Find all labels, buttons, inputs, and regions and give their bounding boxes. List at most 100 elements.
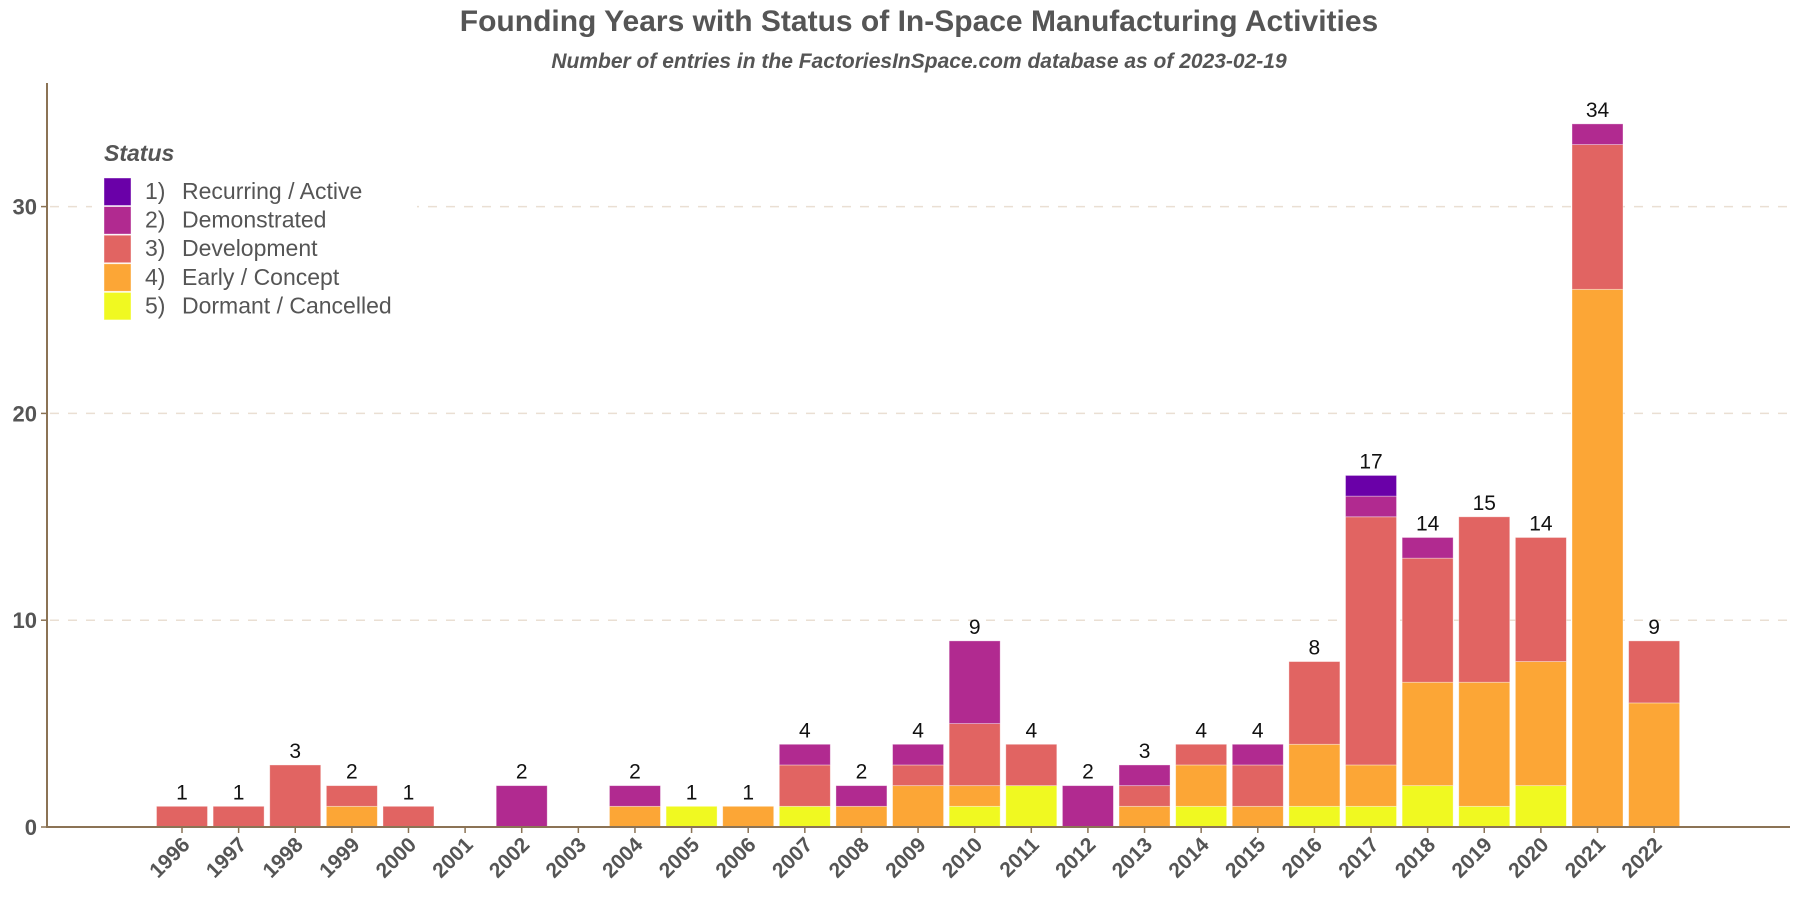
bar-segment-development bbox=[1571, 144, 1624, 290]
legend-item: 1) Recurring / Active bbox=[103, 177, 362, 206]
bar-total-label: 3 bbox=[289, 740, 301, 763]
bar-segment-early-concept bbox=[1458, 681, 1511, 807]
legend-swatch bbox=[103, 263, 132, 292]
bar-total-label: 1 bbox=[233, 781, 245, 804]
bar-group-1999 bbox=[325, 785, 378, 828]
legend-swatch bbox=[103, 206, 132, 235]
legend-swatch bbox=[103, 234, 132, 264]
legend-label: Dormant / Cancelled bbox=[182, 292, 392, 318]
bar-total-label: 3 bbox=[1139, 740, 1151, 763]
bar-segment-demonstrated bbox=[778, 743, 831, 766]
bar-segment-development bbox=[382, 805, 435, 828]
bar-segment-development bbox=[1458, 516, 1511, 683]
bar-total-label: 34 bbox=[1586, 99, 1610, 122]
bar-total-label: 1 bbox=[742, 781, 754, 804]
bar-segment-dormant-cancelled bbox=[1345, 805, 1397, 828]
bar-group-1996 bbox=[156, 805, 208, 828]
x-tick-label: 2018 bbox=[1391, 833, 1441, 883]
x-tick-label: 2021 bbox=[1561, 833, 1611, 883]
bar-total-label: 4 bbox=[1195, 719, 1207, 742]
bar-total-label: 2 bbox=[1082, 761, 1094, 784]
bar-segment-development bbox=[948, 723, 1001, 787]
x-tick-label: 2014 bbox=[1164, 833, 1214, 883]
bar-segment-recurring-active bbox=[1345, 475, 1397, 497]
bar-total-label: 9 bbox=[969, 616, 981, 639]
legend-label: Recurring / Active bbox=[182, 178, 362, 204]
bar-total-label: 2 bbox=[346, 761, 358, 784]
bar-group-2017 bbox=[1345, 475, 1397, 828]
bar-segment-demonstrated bbox=[1571, 123, 1624, 145]
bar-segment-early-concept bbox=[1288, 743, 1341, 807]
bar-total-label: 1 bbox=[403, 781, 415, 804]
x-tick-label: 1998 bbox=[258, 833, 308, 883]
x-tick-label: 2000 bbox=[372, 833, 421, 882]
bar-group-2021 bbox=[1571, 123, 1624, 828]
bar-total-label: 2 bbox=[856, 761, 868, 784]
x-tick-label: 2019 bbox=[1447, 833, 1496, 882]
bar-group-2016 bbox=[1288, 661, 1341, 828]
bar-segment-early-concept bbox=[892, 785, 944, 828]
bar-group-2015 bbox=[1231, 743, 1284, 828]
bar-total-label: 17 bbox=[1359, 450, 1382, 473]
bar-segment-dormant-cancelled bbox=[1288, 805, 1341, 828]
bar-segment-dormant-cancelled bbox=[1458, 805, 1511, 828]
legend-item: 3) Development bbox=[103, 234, 318, 264]
bar-segment-dormant-cancelled bbox=[1514, 785, 1567, 828]
bars bbox=[156, 123, 1681, 828]
legend-number: 5) bbox=[145, 292, 165, 318]
x-tick-label: 2011 bbox=[995, 833, 1044, 882]
bar-segment-demonstrated bbox=[609, 785, 661, 807]
x-tick-label: 2006 bbox=[711, 833, 760, 882]
bar-group-2022 bbox=[1628, 640, 1681, 828]
legend-number: 2) bbox=[145, 207, 165, 233]
legend-label: Demonstrated bbox=[182, 207, 326, 233]
x-tick-label: 2007 bbox=[768, 833, 817, 882]
bar-segment-development bbox=[212, 805, 265, 828]
bar-segment-early-concept bbox=[1401, 681, 1454, 787]
x-tick-label: 2003 bbox=[542, 833, 591, 882]
bar-total-label: 1 bbox=[686, 781, 698, 804]
bar-segment-dormant-cancelled bbox=[1175, 805, 1228, 828]
bar-segment-early-concept bbox=[1514, 661, 1567, 787]
bar-segment-dormant-cancelled bbox=[778, 805, 831, 828]
bar-segment-early-concept bbox=[1571, 288, 1624, 828]
chart-subtitle: Number of entries in the FactoriesInSpac… bbox=[551, 50, 1287, 73]
bar-segment-development bbox=[1345, 516, 1397, 766]
bar-segment-demonstrated bbox=[948, 640, 1001, 725]
bar-group-2013 bbox=[1118, 764, 1171, 828]
bar-segment-development bbox=[325, 785, 378, 807]
legend-number: 4) bbox=[145, 264, 165, 290]
x-tick-label: 2015 bbox=[1221, 833, 1271, 883]
legend-title: Status bbox=[104, 140, 174, 166]
legend-swatch bbox=[103, 291, 132, 321]
x-tick-label: 2005 bbox=[655, 833, 705, 883]
bar-segment-demonstrated bbox=[892, 743, 944, 766]
bar-total-label: 8 bbox=[1309, 637, 1321, 660]
bar-segment-development bbox=[1175, 743, 1228, 766]
bar-total-label: 4 bbox=[799, 719, 811, 742]
x-tick-label: 2002 bbox=[485, 833, 534, 882]
x-tick-label: 2010 bbox=[938, 833, 987, 882]
bar-total-label: 9 bbox=[1648, 616, 1660, 639]
bar-group-2012 bbox=[1062, 785, 1114, 828]
x-tick-label: 2012 bbox=[1051, 833, 1100, 882]
bar-segment-demonstrated bbox=[1062, 785, 1114, 828]
legend-item: 4) Early / Concept bbox=[103, 263, 340, 292]
bar-total-label: 14 bbox=[1529, 512, 1553, 535]
chart-title: Founding Years with Status of In-Space M… bbox=[460, 5, 1378, 38]
legend-number: 1) bbox=[145, 178, 165, 204]
x-tick-label: 2001 bbox=[428, 833, 478, 883]
bar-segment-early-concept bbox=[1231, 805, 1284, 828]
bar-segment-development bbox=[892, 764, 944, 787]
bar-group-2006 bbox=[722, 805, 775, 828]
x-axis-ticks: 1996 1997 1998 1999 2000 2001 2002 2003 2004 2005… bbox=[145, 827, 1667, 883]
legend-item: 5) Dormant / Cancelled bbox=[103, 291, 392, 321]
x-tick-label: 2009 bbox=[881, 833, 930, 882]
bar-total-label: 4 bbox=[1025, 719, 1037, 742]
bar-segment-early-concept bbox=[1345, 764, 1397, 807]
bar-segment-early-concept bbox=[835, 805, 888, 828]
bar-segment-demonstrated bbox=[1345, 495, 1397, 518]
bar-group-2008 bbox=[835, 785, 888, 828]
y-axis-ticks: 0 10 20 30 bbox=[13, 195, 47, 840]
